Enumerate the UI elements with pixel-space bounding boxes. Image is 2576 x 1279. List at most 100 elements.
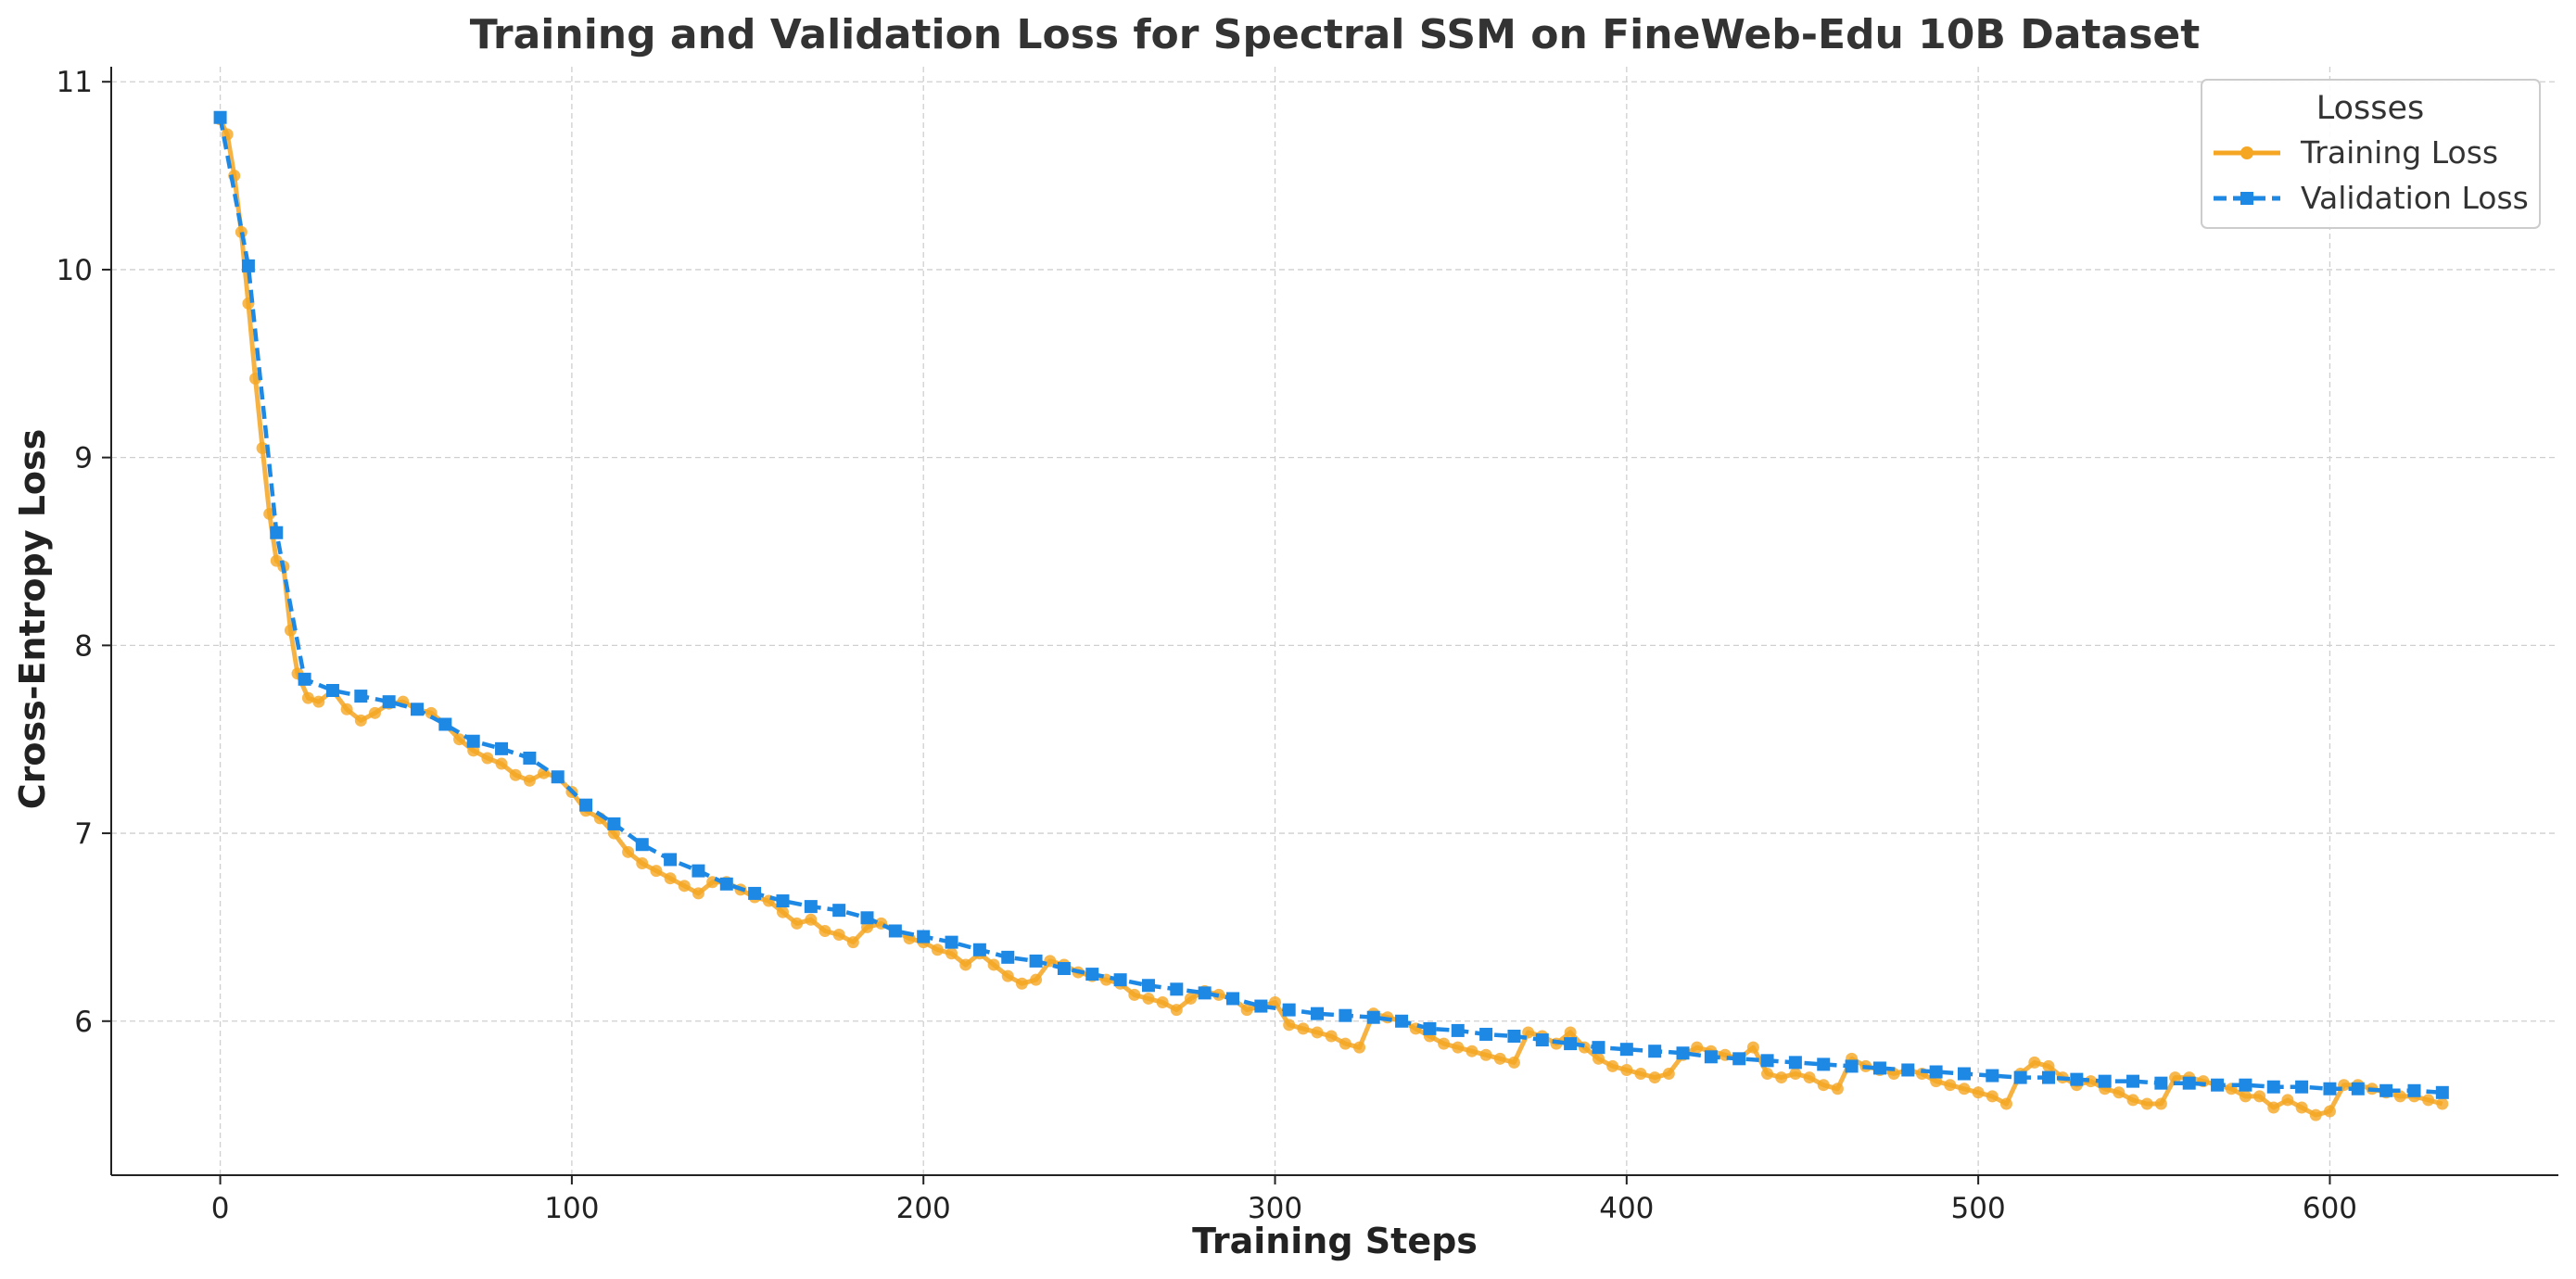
data-point-training [312,695,325,708]
data-point-training [1030,973,1043,986]
data-point-validation [1366,1010,1380,1024]
data-point-validation [1676,1046,1690,1060]
data-point-training [2323,1105,2336,1118]
data-point-training [945,947,958,960]
series-layer [213,110,2449,1121]
data-point-validation [1986,1069,1999,1083]
data-point-training [959,958,972,971]
data-point-training [1493,1052,1506,1065]
data-point-training [354,714,367,727]
data-point-validation [1479,1027,1493,1041]
data-point-training [2309,1108,2322,1121]
data-point-training [1817,1079,1830,1092]
data-point-training [1339,1037,1351,1050]
data-point-training [340,703,353,715]
data-point-training [1311,1026,1324,1039]
data-point-training [1564,1026,1577,1039]
data-point-validation [635,838,649,852]
data-point-training [931,943,944,956]
data-point-training [636,856,649,869]
data-point-training [1466,1045,1478,1057]
data-point-validation [2435,1085,2449,1099]
series-line-validation [218,117,2443,1095]
data-point-validation [551,770,565,784]
x-tick-label: 600 [2303,1192,2357,1225]
data-point-validation [607,817,621,830]
data-point-training [791,917,804,930]
data-point-validation [298,672,311,686]
data-point-validation [972,943,986,956]
data-point-training [692,887,704,900]
data-point-training [2422,1094,2435,1107]
data-point-training [1620,1063,1633,1076]
data-point-validation [1113,973,1127,987]
y-tick-label: 7 [74,817,93,851]
data-point-training [481,752,494,765]
data-point-training [301,691,314,704]
data-point-training [1325,1030,1338,1043]
data-point-validation [213,110,227,124]
data-point-training [1972,1086,1985,1099]
data-point-training [1142,992,1155,1005]
data-point-validation [2407,1083,2421,1097]
data-point-training [1128,988,1141,1001]
data-point-validation [438,717,452,731]
series-training [214,113,2449,1121]
data-point-validation [270,526,284,539]
data-point-training [2436,1097,2449,1110]
legend-title: Losses [2316,90,2425,127]
data-point-validation [1564,1037,1578,1051]
data-point-training [2113,1086,2126,1099]
chart-title: Training and Validation Loss for Spectra… [470,11,2201,58]
data-point-training [368,706,381,719]
data-point-training [1170,1004,1183,1017]
data-point-training [1775,1071,1788,1084]
data-point-validation [2351,1082,2365,1095]
data-point-training [1452,1041,1465,1054]
data-point-training [523,774,536,787]
data-point-validation [523,751,537,765]
data-point-validation [1282,1003,1296,1017]
data-point-training [509,768,522,781]
data-point-validation [1592,1041,1605,1055]
data-point-training [818,924,831,937]
data-point-training [1803,1071,1816,1084]
data-point-validation [579,798,593,812]
data-point-validation [860,911,874,925]
data-point-validation [1817,1057,1831,1071]
data-point-validation [1648,1045,1662,1058]
legend-marker-training [2240,146,2253,159]
y-tick-label: 11 [57,66,93,99]
y-tick-label: 6 [74,1006,93,1039]
data-point-training [2126,1094,2139,1107]
data-point-validation [1788,1056,1802,1070]
data-point-validation [2323,1082,2337,1095]
x-tick-label: 400 [1599,1192,1654,1225]
data-point-validation [411,703,424,716]
data-point-training [1522,1026,1535,1039]
data-point-validation [1170,982,1184,996]
data-point-validation [1254,999,1268,1013]
x-tick-label: 200 [896,1192,951,1225]
data-point-training [1044,955,1057,968]
data-point-training [2393,1090,2406,1103]
data-point-validation [2379,1083,2393,1097]
data-point-training [1958,1083,1971,1095]
data-point-validation [804,900,818,914]
data-point-validation [748,886,762,900]
data-point-training [453,733,466,746]
data-point-validation [1872,1061,1886,1075]
data-point-validation [354,690,368,703]
data-point-validation [1760,1054,1774,1068]
x-axis-title: Training Steps [1192,1221,1478,1261]
data-point-validation [2266,1080,2280,1094]
legend: Losses Training Loss Validation Loss [2201,79,2541,229]
data-point-training [2239,1090,2252,1103]
legend-marker-validation [2240,192,2253,205]
data-point-training [1634,1068,1647,1081]
data-point-validation [2042,1070,2055,1084]
data-point-training [1592,1052,1605,1065]
data-point-training [1297,1022,1310,1035]
data-point-training [1283,1019,1296,1032]
legend-box [2201,79,2541,229]
